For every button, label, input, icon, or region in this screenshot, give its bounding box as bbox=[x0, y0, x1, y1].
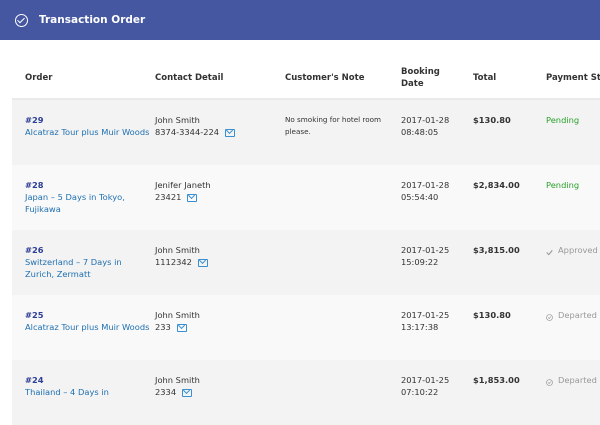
contact-cell: John Smith 1112342 bbox=[155, 244, 208, 268]
table-row: #25 Alcatraz Tour plus Muir Woods John S… bbox=[12, 295, 600, 360]
contact-name: John Smith bbox=[155, 245, 200, 255]
order-cell: #26 Switzerland – 7 Days in Zurich, Zerm… bbox=[25, 244, 150, 280]
order-total: $2,834.00 bbox=[473, 180, 520, 190]
status-label: Departed bbox=[558, 375, 597, 385]
booking-date-cell: 2017-01-28 05:54:40 bbox=[401, 179, 449, 203]
booking-date-cell: 2017-01-28 08:48:05 bbox=[401, 114, 449, 138]
order-total: $3,815.00 bbox=[473, 245, 520, 255]
mail-icon[interactable] bbox=[187, 193, 198, 202]
contact-name: John Smith bbox=[155, 115, 200, 125]
order-id[interactable]: #26 bbox=[25, 245, 44, 255]
booking-date: 2017-01-28 bbox=[401, 180, 450, 190]
booking-date: 2017-01-25 bbox=[401, 245, 450, 255]
contact-cell: Jenifer Janeth 23421 bbox=[155, 179, 211, 203]
booking-date-cell: 2017-01-25 15:09:22 bbox=[401, 244, 449, 268]
table-row: #24 Thailand – 4 Days in John Smith 2334… bbox=[12, 360, 600, 425]
contact-cell: John Smith 2334 bbox=[155, 374, 200, 398]
mail-icon[interactable] bbox=[225, 128, 236, 137]
order-id[interactable]: #25 bbox=[25, 310, 44, 320]
booking-time: 13:17:38 bbox=[401, 322, 439, 332]
booking-time: 15:09:22 bbox=[401, 257, 439, 267]
check-icon bbox=[546, 247, 553, 256]
status-label: Departed bbox=[558, 310, 597, 320]
table-row: #29 Alcatraz Tour plus Muir Woods John S… bbox=[12, 100, 600, 165]
page-header: Transaction Order bbox=[0, 0, 600, 40]
contact-phone: 23421 bbox=[155, 192, 182, 202]
table-row: #26 Switzerland – 7 Days in Zurich, Zerm… bbox=[12, 230, 600, 295]
order-total: $1,853.00 bbox=[473, 375, 520, 385]
booking-date-cell: 2017-01-25 07:10:22 bbox=[401, 374, 449, 398]
column-header-booking-date[interactable]: Booking Date bbox=[401, 67, 440, 89]
booking-date-cell: 2017-01-25 13:17:38 bbox=[401, 309, 449, 333]
column-header-payment-status[interactable]: Payment Sta bbox=[546, 73, 600, 83]
mail-icon[interactable] bbox=[182, 388, 193, 397]
contact-phone: 1112342 bbox=[155, 257, 192, 267]
order-title-link[interactable]: Switzerland – 7 Days in Zurich, Zermatt bbox=[25, 257, 122, 279]
contact-cell: John Smith 233 bbox=[155, 309, 200, 333]
page-title: Transaction Order bbox=[39, 14, 146, 26]
payment-status: Departed bbox=[546, 309, 597, 321]
payment-status: Pending bbox=[546, 114, 579, 126]
contact-phone: 233 bbox=[155, 322, 171, 332]
transaction-table: Order Contact Detail Customer's Note Boo… bbox=[12, 40, 600, 425]
booking-time: 05:54:40 bbox=[401, 192, 439, 202]
order-cell: #25 Alcatraz Tour plus Muir Woods bbox=[25, 309, 150, 333]
order-title-link[interactable]: Thailand – 4 Days in bbox=[25, 387, 109, 397]
check-circle-icon bbox=[546, 312, 553, 321]
booking-date: 2017-01-25 bbox=[401, 375, 450, 385]
booking-time: 08:48:05 bbox=[401, 127, 439, 137]
column-header-note[interactable]: Customer's Note bbox=[285, 73, 365, 83]
order-title-link[interactable]: Alcatraz Tour plus Muir Woods bbox=[25, 127, 150, 137]
payment-status: Approved bbox=[546, 244, 598, 256]
order-id[interactable]: #29 bbox=[25, 115, 44, 125]
order-cell: #28 Japan – 5 Days in Tokyo, Fujikawa bbox=[25, 179, 150, 215]
payment-status: Pending bbox=[546, 179, 579, 191]
status-label: Approved bbox=[558, 245, 598, 255]
payment-status: Departed bbox=[546, 374, 597, 386]
contact-name: Jenifer Janeth bbox=[155, 180, 211, 190]
order-total: $130.80 bbox=[473, 310, 511, 320]
mail-icon[interactable] bbox=[176, 323, 187, 332]
booking-time: 07:10:22 bbox=[401, 387, 439, 397]
contact-phone: 8374-3344-224 bbox=[155, 127, 220, 137]
customer-note: No smoking for hotel room please. bbox=[285, 115, 381, 136]
mail-icon[interactable] bbox=[197, 258, 208, 267]
check-circle-icon bbox=[546, 377, 553, 386]
contact-cell: John Smith 8374-3344-224 bbox=[155, 114, 236, 138]
order-cell: #24 Thailand – 4 Days in bbox=[25, 374, 150, 398]
column-header-order[interactable]: Order bbox=[25, 73, 53, 83]
booking-date: 2017-01-25 bbox=[401, 310, 450, 320]
status-label: Pending bbox=[546, 180, 580, 190]
booking-date: 2017-01-28 bbox=[401, 115, 450, 125]
order-title-link[interactable]: Alcatraz Tour plus Muir Woods bbox=[25, 322, 150, 332]
column-header-total[interactable]: Total bbox=[473, 73, 497, 83]
order-title-link[interactable]: Japan – 5 Days in Tokyo, Fujikawa bbox=[25, 192, 125, 214]
table-header: Order Contact Detail Customer's Note Boo… bbox=[12, 40, 600, 100]
order-id[interactable]: #24 bbox=[25, 375, 44, 385]
status-label: Pending bbox=[546, 115, 580, 125]
table-row: #28 Japan – 5 Days in Tokyo, Fujikawa Je… bbox=[12, 165, 600, 230]
contact-name: John Smith bbox=[155, 375, 200, 385]
order-total: $130.80 bbox=[473, 115, 511, 125]
contact-name: John Smith bbox=[155, 310, 200, 320]
order-cell: #29 Alcatraz Tour plus Muir Woods bbox=[25, 114, 150, 138]
contact-phone: 2334 bbox=[155, 387, 177, 397]
column-header-contact[interactable]: Contact Detail bbox=[155, 73, 224, 83]
order-id[interactable]: #28 bbox=[25, 180, 44, 190]
check-circle-icon bbox=[15, 13, 28, 27]
